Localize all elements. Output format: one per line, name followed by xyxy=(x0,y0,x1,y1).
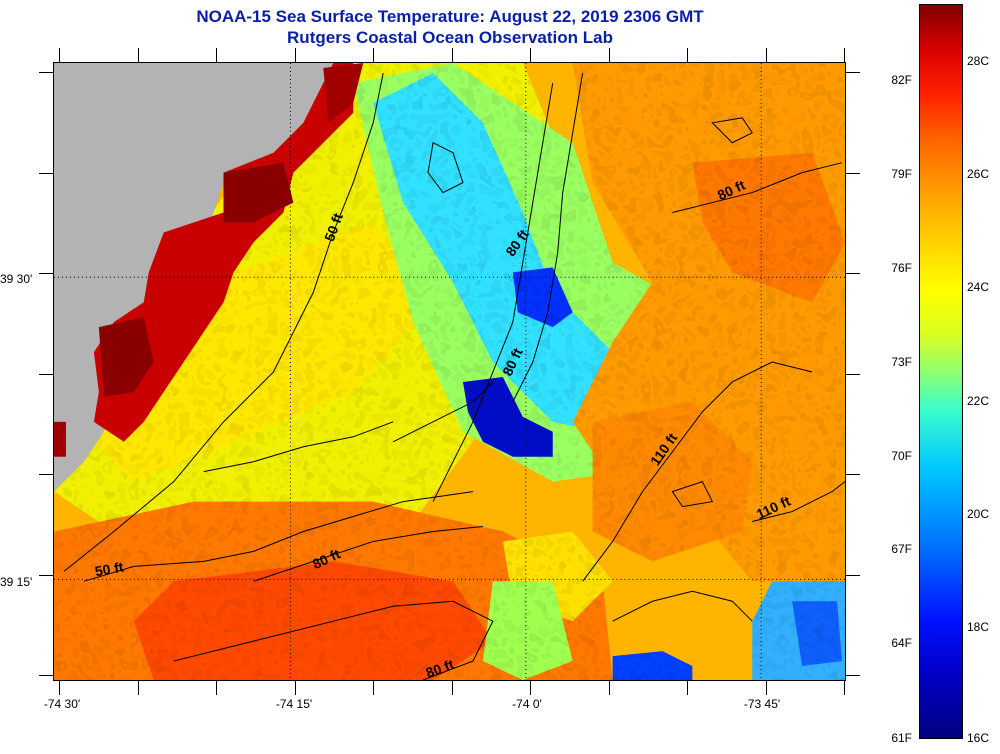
colorbar-label-c: 20C xyxy=(967,507,990,521)
contour-label: 50 ft xyxy=(94,559,125,580)
sst-zone-orange-ne xyxy=(692,152,845,303)
sst-zone-lightyellow xyxy=(93,222,434,482)
sst-map: 50 ft 50 ft 80 ft 80 ft 80 ft 80 ft 80 f… xyxy=(53,62,846,681)
colorbar-label-f: 64F xyxy=(891,636,912,650)
axis-tick xyxy=(59,681,60,695)
sst-zone-blue-north xyxy=(512,267,573,328)
lon-label: -73 45' xyxy=(743,697,781,711)
contour-50ft xyxy=(63,72,384,572)
axis-tick xyxy=(846,474,860,475)
colorbar-label-c: 18C xyxy=(967,620,990,634)
axis-tick xyxy=(765,681,767,695)
contour-80ft-south xyxy=(253,526,483,582)
contour-misc-c xyxy=(711,117,753,144)
graticule xyxy=(54,63,845,680)
axis-tick xyxy=(39,574,53,576)
colorbar-label-c: 28C xyxy=(967,54,990,68)
contour-80ft-sw xyxy=(173,600,494,680)
sst-zone-green-south xyxy=(482,581,573,680)
bathymetry-contours xyxy=(63,72,845,680)
axis-tick xyxy=(39,273,53,274)
lon-label: -74 0' xyxy=(512,697,542,711)
contour-misc-f xyxy=(427,141,464,194)
axis-tick xyxy=(451,681,453,695)
sst-zone-blue-se xyxy=(792,601,843,667)
colorbar-label-c: 22C xyxy=(967,394,990,408)
axis-tick xyxy=(530,48,531,62)
axis-tick xyxy=(137,48,139,62)
axis-tick xyxy=(846,172,860,174)
axis-tick xyxy=(39,172,53,174)
colorbar-label-f: 70F xyxy=(891,449,912,463)
sst-zone-blue-south xyxy=(612,651,693,680)
colorbar-label-c: 26C xyxy=(967,167,990,181)
map-title: NOAA-15 Sea Surface Temperature: August … xyxy=(196,7,704,26)
contour-110ft xyxy=(582,361,813,582)
axis-tick xyxy=(608,681,610,695)
axis-tick xyxy=(765,48,767,62)
colorbar-label-f: 67F xyxy=(891,542,912,556)
axis-tick xyxy=(846,675,860,676)
sst-zone-red-south xyxy=(133,561,493,680)
colorbar-label-f: 61F xyxy=(891,731,912,745)
axis-tick xyxy=(844,48,845,62)
lon-label: -74 15' xyxy=(275,697,313,711)
axis-tick xyxy=(687,681,688,695)
axis-tick xyxy=(846,72,860,73)
sst-field xyxy=(54,63,845,680)
contour-misc-a xyxy=(392,381,494,443)
axis-tick xyxy=(530,681,531,695)
axis-tick xyxy=(39,474,53,475)
axis-tick xyxy=(59,48,60,62)
lat-label: 39 15' xyxy=(0,575,33,589)
hot-pixel-west xyxy=(54,421,66,457)
axis-tick xyxy=(373,681,374,695)
contour-misc-d xyxy=(671,481,714,508)
land-mass xyxy=(54,63,334,492)
axis-tick xyxy=(687,48,688,62)
colorbar-label-f: 73F xyxy=(891,355,912,369)
contour-80ft-b xyxy=(512,72,584,403)
axis-tick xyxy=(608,48,610,62)
contour-misc-b xyxy=(203,421,394,473)
axis-tick xyxy=(39,675,53,676)
axis-tick xyxy=(39,72,53,73)
axis-tick xyxy=(137,681,139,695)
hot-coastal-dark-north xyxy=(223,162,294,223)
contour-80ft-north xyxy=(432,82,554,502)
map-subtitle: Rutgers Coastal Ocean Observation Lab xyxy=(287,28,613,47)
axis-tick xyxy=(846,574,860,576)
colorbar-label-c: 24C xyxy=(967,280,990,294)
axis-tick xyxy=(216,48,217,62)
hot-coastal-dark-top xyxy=(323,63,364,123)
colorbar-label-f: 76F xyxy=(891,261,912,275)
axis-tick xyxy=(846,373,860,375)
lon-label: -74 30' xyxy=(43,697,81,711)
contour-80ft-ne xyxy=(672,162,843,213)
colorbar-label-c: 16C xyxy=(967,731,990,745)
hot-coastal-water xyxy=(93,63,354,442)
axis-tick xyxy=(844,681,845,695)
axis-tick xyxy=(451,48,453,62)
lat-label: 39 30' xyxy=(0,272,33,286)
axis-tick xyxy=(294,681,296,695)
contour-misc-e xyxy=(612,590,753,622)
axis-tick xyxy=(846,273,860,274)
axis-tick xyxy=(294,48,296,62)
axis-tick xyxy=(39,373,53,375)
contour-110ft-east xyxy=(752,481,845,522)
hot-coastal-dark xyxy=(98,317,154,397)
contour-50ft-south xyxy=(83,491,474,582)
sst-zone-orange-se xyxy=(592,401,753,562)
colorbar-label-f: 79F xyxy=(891,167,912,181)
sst-zone-blue-center xyxy=(462,376,553,457)
axis-tick xyxy=(373,48,374,62)
axis-tick xyxy=(216,681,217,695)
colorbar-label-f: 82F xyxy=(891,73,912,87)
temperature-colorbar xyxy=(919,4,963,739)
